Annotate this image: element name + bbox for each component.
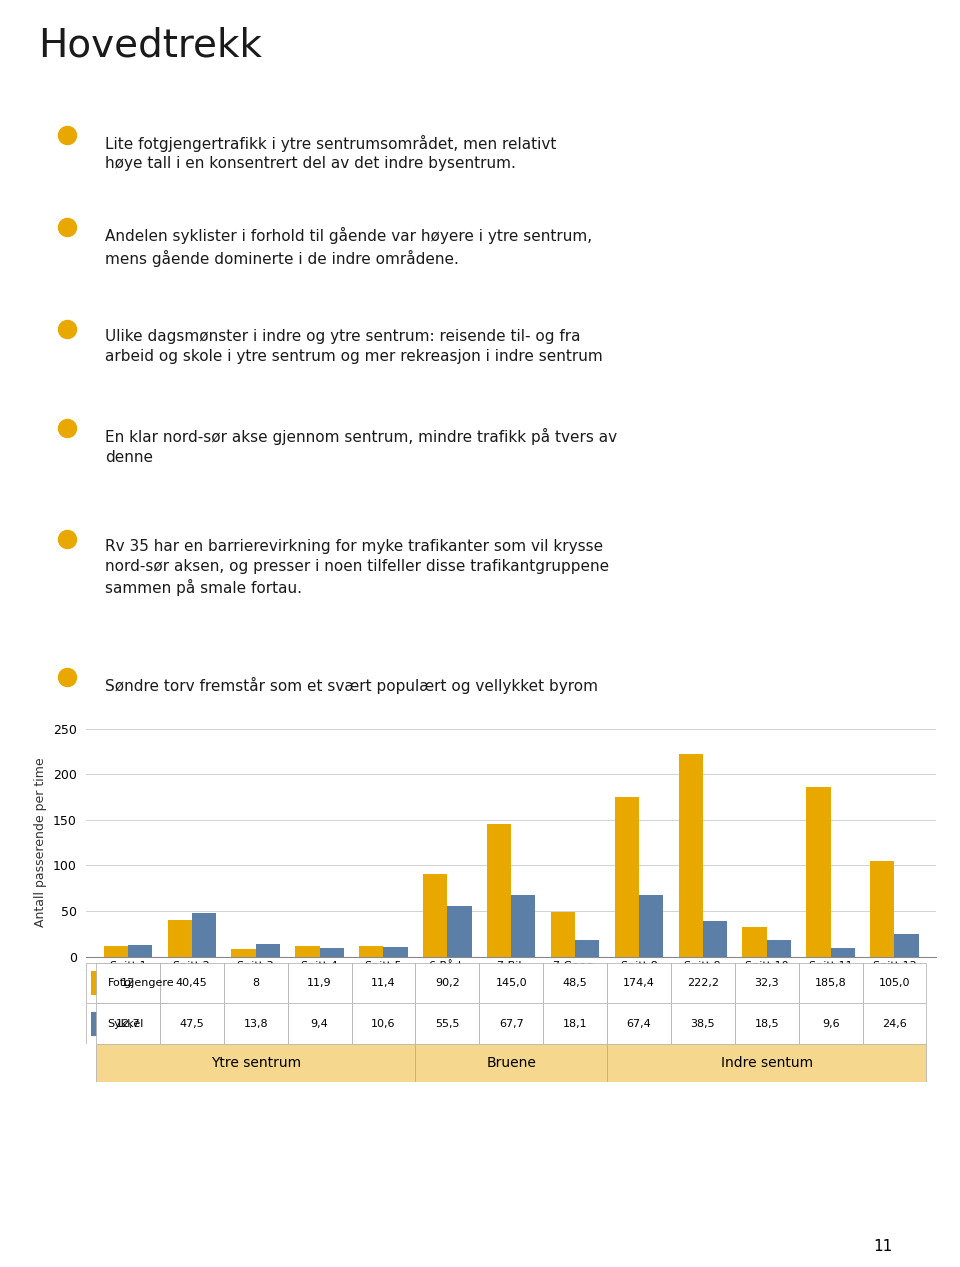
Bar	[288, 963, 351, 1003]
Bar	[734, 963, 799, 1003]
Text: 9,6: 9,6	[822, 1019, 839, 1029]
Text: Hovedtrekk: Hovedtrekk	[38, 27, 262, 65]
Text: Ulike dagsmønster i indre og ytre sentrum: reisende til- og fra
arbeid og skole : Ulike dagsmønster i indre og ytre sentru…	[105, 329, 602, 364]
Text: Lite fotgjengertrafikk i ytre sentrumsområdet, men relativt
høye tall i en konse: Lite fotgjengertrafikk i ytre sentrumsom…	[105, 134, 556, 171]
Bar	[160, 963, 224, 1003]
Bar	[128, 945, 153, 957]
Bar	[543, 1003, 607, 1044]
Bar	[416, 1003, 479, 1044]
Bar	[830, 948, 854, 957]
Bar	[799, 963, 862, 1003]
Text: 90,2: 90,2	[435, 978, 460, 988]
Text: 67,4: 67,4	[627, 1019, 651, 1029]
Y-axis label: Antall passerende per time: Antall passerende per time	[35, 758, 47, 927]
Bar	[679, 754, 703, 957]
Bar	[383, 946, 408, 957]
Bar	[160, 1003, 224, 1044]
Text: 9,4: 9,4	[311, 1019, 328, 1029]
Bar	[870, 860, 895, 957]
Bar	[607, 963, 671, 1003]
Bar	[639, 895, 663, 957]
Bar	[551, 912, 575, 957]
Text: Ytre sentrum: Ytre sentrum	[210, 1055, 300, 1071]
Bar	[799, 1003, 862, 1044]
Bar	[416, 1044, 607, 1082]
Text: 145,0: 145,0	[495, 978, 527, 988]
Bar	[86, 1003, 168, 1044]
Bar	[742, 927, 767, 957]
Text: 174,4: 174,4	[623, 978, 655, 988]
Text: 10,6: 10,6	[372, 1019, 396, 1029]
Bar	[351, 1003, 416, 1044]
Bar	[511, 895, 536, 957]
Bar	[91, 971, 103, 996]
Text: 48,5: 48,5	[563, 978, 588, 988]
Bar	[862, 1003, 926, 1044]
Text: 8: 8	[252, 978, 259, 988]
Bar	[224, 1003, 288, 1044]
Text: 38,5: 38,5	[690, 1019, 715, 1029]
Text: 40,45: 40,45	[176, 978, 207, 988]
Bar	[91, 1011, 103, 1036]
Text: 12: 12	[121, 978, 135, 988]
Text: 11,9: 11,9	[307, 978, 332, 988]
Text: 67,7: 67,7	[499, 1019, 523, 1029]
Bar	[895, 934, 919, 957]
Bar	[487, 825, 511, 957]
Bar	[231, 949, 255, 957]
Text: 11,4: 11,4	[372, 978, 396, 988]
Text: 55,5: 55,5	[435, 1019, 460, 1029]
Text: 47,5: 47,5	[180, 1019, 204, 1029]
Bar	[479, 1003, 543, 1044]
Bar	[734, 1003, 799, 1044]
Text: 105,0: 105,0	[878, 978, 910, 988]
Bar	[614, 797, 639, 957]
Bar	[862, 963, 926, 1003]
Text: 12,7: 12,7	[115, 1019, 140, 1029]
Bar	[671, 1003, 734, 1044]
Bar	[86, 963, 168, 1003]
Text: Søndre torv fremstår som et svært populært og vellykket byrom: Søndre torv fremstår som et svært populæ…	[105, 677, 598, 694]
Bar	[96, 963, 160, 1003]
Bar	[447, 906, 471, 957]
Bar	[168, 920, 192, 957]
Text: 32,3: 32,3	[755, 978, 779, 988]
Text: 11: 11	[874, 1239, 893, 1254]
Bar	[607, 1003, 671, 1044]
Bar	[416, 963, 479, 1003]
Text: Sykkel: Sykkel	[108, 1019, 144, 1029]
Bar	[543, 963, 607, 1003]
Text: Fotgjengere: Fotgjengere	[108, 978, 174, 988]
Bar	[288, 1003, 351, 1044]
Bar	[703, 921, 727, 957]
Bar	[255, 944, 280, 957]
Text: 18,1: 18,1	[563, 1019, 588, 1029]
Text: 24,6: 24,6	[882, 1019, 907, 1029]
Bar	[359, 946, 383, 957]
Bar	[224, 963, 288, 1003]
Text: 13,8: 13,8	[244, 1019, 268, 1029]
Bar	[104, 945, 128, 957]
Bar	[351, 963, 416, 1003]
Bar	[479, 963, 543, 1003]
Text: Rv 35 har en barrierevirkning for myke trafikanter som vil krysse
nord-sør aksen: Rv 35 har en barrierevirkning for myke t…	[105, 538, 609, 597]
Bar	[96, 1044, 416, 1082]
Text: En klar nord-sør akse gjennom sentrum, mindre trafikk på tvers av
denne: En klar nord-sør akse gjennom sentrum, m…	[105, 428, 616, 465]
Bar	[607, 1044, 926, 1082]
Bar	[806, 787, 830, 957]
Bar	[671, 963, 734, 1003]
Bar	[767, 940, 791, 957]
Bar	[320, 948, 344, 957]
Bar	[296, 945, 320, 957]
Text: Bruene: Bruene	[487, 1055, 536, 1071]
Text: 222,2: 222,2	[686, 978, 719, 988]
Text: Indre sentum: Indre sentum	[721, 1055, 813, 1071]
Text: 185,8: 185,8	[815, 978, 847, 988]
Bar	[192, 914, 216, 957]
Bar	[423, 874, 447, 957]
Bar	[575, 940, 599, 957]
Bar	[96, 1003, 160, 1044]
Text: Andelen syklister i forhold til gående var høyere i ytre sentrum,
mens gående do: Andelen syklister i forhold til gående v…	[105, 228, 591, 267]
Text: 18,5: 18,5	[755, 1019, 779, 1029]
